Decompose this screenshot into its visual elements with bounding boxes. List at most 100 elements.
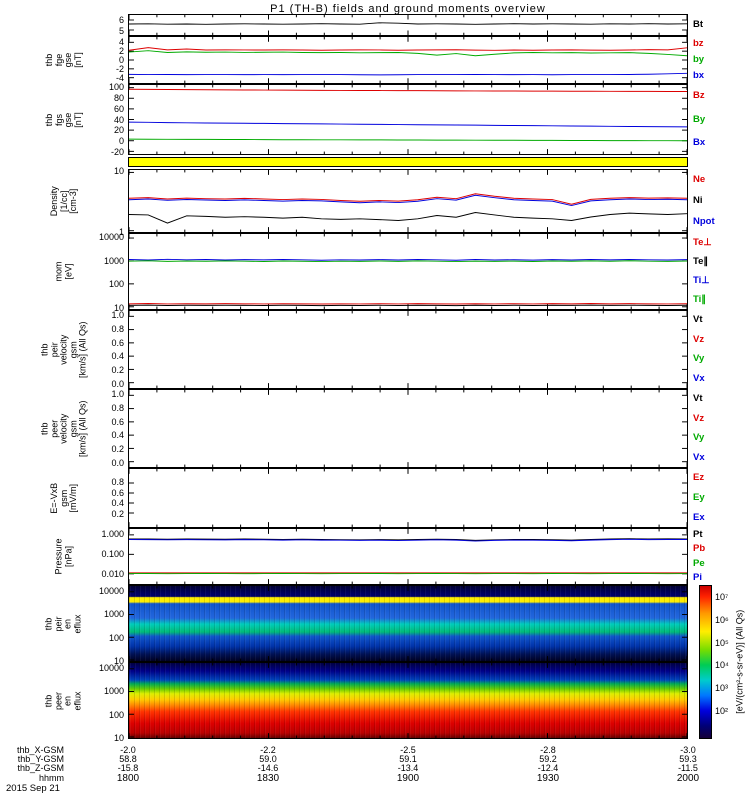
legend-item: By [693,113,706,125]
panel-spec_peir [128,585,688,662]
spectrogram-texture [129,586,687,661]
axis-value: -2.5 [400,745,416,755]
legend-item: Vx [693,373,705,385]
legend-item: by [693,54,705,65]
y-tick-label: 10 [113,166,124,177]
legend-item: Vt [693,392,703,404]
y-tick-label: 0.4 [111,430,124,441]
axis-value: 1930 [536,773,560,784]
y-tick-label: 0.4 [111,351,124,362]
axis-value: 58.8 [119,754,137,764]
axis-row-label: hhmm [38,773,64,783]
panel-canvas-vel_peer [129,390,687,467]
panel-canvas-vel_peir [129,311,687,388]
legend-item: Bz [693,89,705,101]
panel-temp [128,233,688,310]
series-line-Bz [129,88,687,92]
legend-item: Pi [693,571,702,583]
axis-value: -2.2 [260,745,276,755]
y-tick-label: -20 [110,147,124,158]
y-tick-label: 6 [118,14,124,25]
y-tick-label: 100 [108,709,124,720]
y-tick-label: 0 [118,136,124,147]
y-tick-label: 1.0 [111,389,124,400]
legend-item: Vz [693,333,705,345]
legend-item: Vz [693,412,705,424]
panel-ylabel-density: Density [1/cc] [cm-3] [28,169,100,233]
legend-item: Vt [693,313,703,325]
legend-item: Vy [693,432,705,444]
legend-item: bx [693,70,705,81]
panel-efield [128,468,688,528]
y-tick-label: 100 [108,632,124,643]
y-tick-label: 1000 [103,255,124,266]
panel-ylabel-text: Pressure [nPa] [53,538,73,575]
panel-vel_peer [128,389,688,468]
legend-item: Bt [693,19,704,30]
y-tick-label: 0.8 [111,324,124,335]
colorbar-tick-label: 10⁵ [715,637,729,648]
panel-ylabel-text: Density [1/cc] [cm-3] [48,185,78,217]
legend-item: Ex [693,512,705,523]
panel-canvas-fgs [129,85,687,154]
legend-item: Ni [693,195,703,206]
legend-item: Ey [693,492,705,503]
y-tick-label: 100 [108,81,124,92]
legend-item: Pt [693,529,703,541]
legend-item: Vy [693,353,705,365]
spectrogram-texture [129,663,687,738]
axis-value: -2.8 [540,745,556,755]
panel-ylabel-text: E=-VxB gsm [mV/m] [48,482,78,514]
legend-item: Pe [693,557,705,569]
y-tick-label: 0.6 [111,337,124,348]
panel-ylabel-temp: mom [eV] [28,233,100,310]
y-tick-label: 0.2 [111,508,124,519]
colorbar-tick-label: 10² [715,705,729,716]
colorbar-tick-label: 10⁶ [715,614,729,625]
panel-canvas-spec_peir [129,586,687,661]
series-line-bz [129,47,687,51]
axis-value: 1900 [396,773,420,784]
y-tick-label: 1 [118,226,124,237]
axis-value: -2.0 [120,745,136,755]
y-tick-label: 10 [113,655,124,666]
panel-canvas-temp [129,234,687,309]
axis-value: 59.3 [679,754,697,764]
axis-row-label: thb_Y-GSM [17,754,64,764]
panel-density [128,169,688,233]
axis-value: 1830 [256,773,280,784]
legend-item: Ti⊥ [693,275,710,287]
y-tick-label: 10 [113,302,124,313]
y-tick-label: 0.2 [111,443,124,454]
colorbar-unit-label: [eV/(cm²-s-sr-eV)] (All Qs) [732,585,748,739]
axis-row-label: thb_Z-GSM [17,763,64,773]
y-tick-label: 60 [113,103,124,114]
y-tick-label: 1.0 [111,310,124,321]
axis-value: 2000 [676,773,700,784]
axis-value: -13.4 [397,763,419,773]
y-tick-label: 0.8 [111,477,124,488]
y-tick-label: 10000 [98,585,124,596]
axis-value: 59.0 [259,754,277,764]
colorbar-tick-label: 10³ [715,682,729,693]
y-tick-label: 1000 [103,609,124,620]
legend-item: Ez [693,472,705,483]
y-tick-label: 0.0 [111,378,124,389]
panel-ylabel-efield: E=-VxB gsm [mV/m] [28,468,100,528]
y-tick-label: 2 [118,45,124,56]
legend-item: Pb [693,543,706,555]
panel-spec_peer [128,662,688,739]
legend-item: Bx [693,137,706,149]
panel-fgs [128,84,688,155]
axis-value: -3.0 [680,745,696,755]
series-line-Ti-par [129,260,687,263]
panel-canvas-pressure [129,529,687,584]
colorbar-tick-label: 10⁴ [715,660,729,671]
series-line-Ni [129,212,687,224]
series-line-Ti-perp [129,258,687,261]
panel-ylabel-spec_peer: thb peer en eflux [28,662,100,739]
series-line-By [129,138,687,142]
panel-canvas-efield [129,469,687,527]
y-tick-label: 0.0 [111,457,124,468]
